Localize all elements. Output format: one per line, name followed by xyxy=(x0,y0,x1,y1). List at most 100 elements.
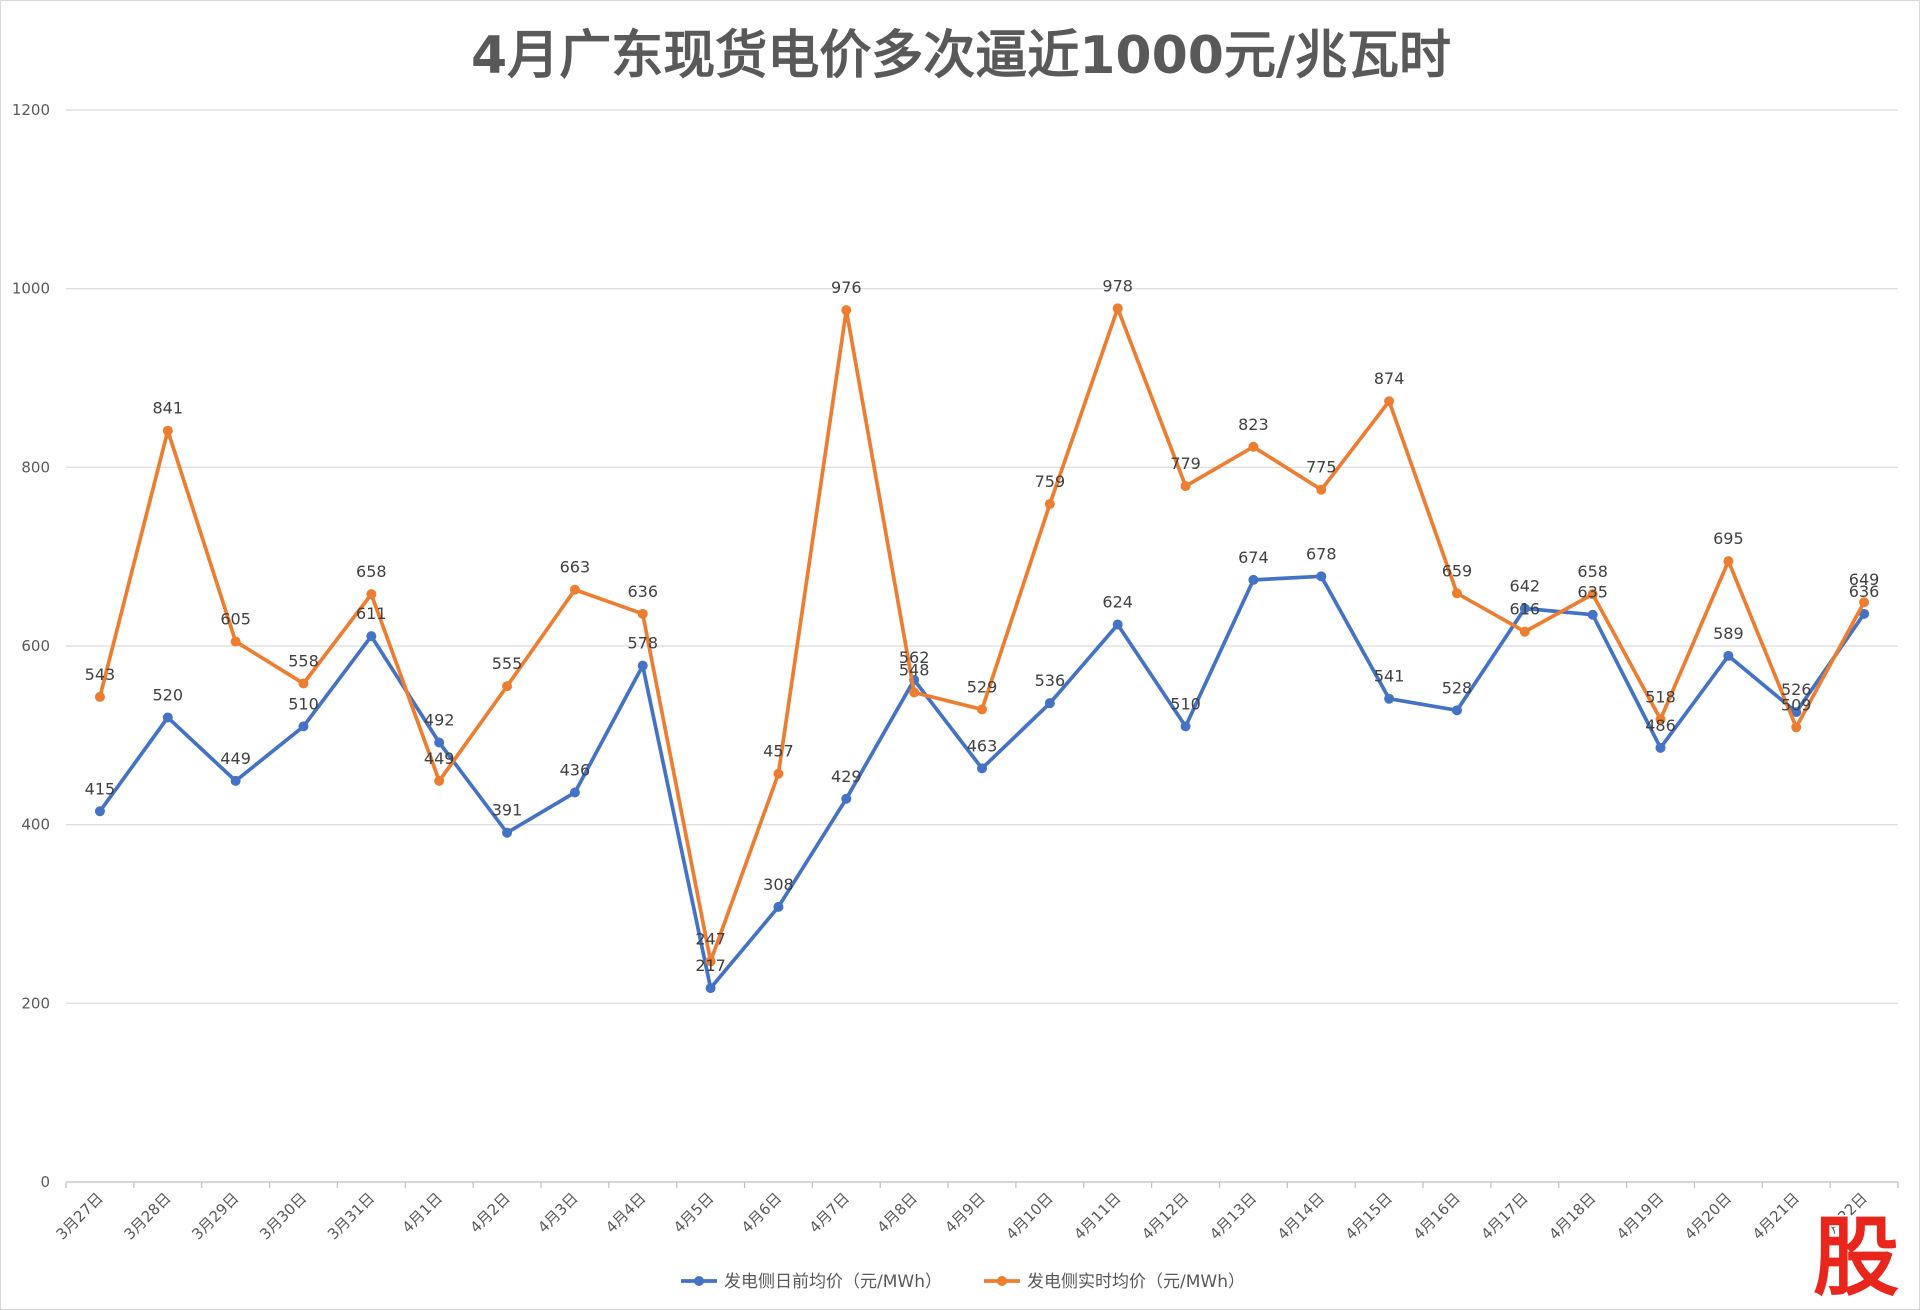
x-tick-label: 4月14日 xyxy=(1274,1189,1328,1243)
y-tick-label: 200 xyxy=(21,994,50,1012)
series-1-data-point xyxy=(434,737,445,748)
series-2-data-label: 978 xyxy=(1102,276,1133,295)
series-1-data-label: 674 xyxy=(1238,548,1269,567)
series-1-data-point xyxy=(162,712,173,723)
series-2-data-point xyxy=(1791,722,1802,733)
x-tick-label: 4月20日 xyxy=(1681,1189,1735,1243)
x-tick-label: 4月4日 xyxy=(602,1189,649,1236)
series-2-data-label: 616 xyxy=(1510,600,1541,619)
series-2-data-point xyxy=(569,584,580,595)
x-tick-label: 4月8日 xyxy=(874,1189,921,1236)
series-2-data-point xyxy=(1519,626,1530,637)
series-2-data-point xyxy=(841,305,852,316)
series-1-data-point xyxy=(841,793,852,804)
series-2-data-label: 759 xyxy=(1035,472,1066,491)
series-2-data-label: 509 xyxy=(1781,695,1812,714)
series-2-data-label: 658 xyxy=(356,562,387,581)
series-2-data-point xyxy=(502,681,513,692)
series-1-data-point xyxy=(1180,721,1191,732)
series-2-data-label: 605 xyxy=(220,610,251,629)
series-2-data-label: 874 xyxy=(1374,369,1405,388)
series-2-data-point xyxy=(705,956,716,967)
y-tick-label: 800 xyxy=(21,458,50,476)
series-1-data-label: 492 xyxy=(424,710,455,729)
x-tick-label: 3月31日 xyxy=(324,1189,378,1243)
series-1-data-label: 415 xyxy=(85,779,116,798)
x-tick-label: 4月15日 xyxy=(1342,1189,1396,1243)
x-tick-label: 4月17日 xyxy=(1477,1189,1531,1243)
series-1-data-point xyxy=(977,763,987,774)
series-1-data-label: 520 xyxy=(153,685,184,704)
axes: 0 200 400 600 800 1000 1200 3月27日 3月28日 3月29日 3月30… xyxy=(12,101,1899,1243)
series-2-data-point xyxy=(1384,396,1395,407)
series-1-data-point xyxy=(1112,619,1123,630)
series-2-data-point xyxy=(94,691,105,702)
x-tick-label: 4月18日 xyxy=(1545,1189,1599,1243)
series-2-data-point xyxy=(162,425,173,436)
series-1-data-point xyxy=(773,901,784,912)
series-1-data-label: 510 xyxy=(1170,694,1201,713)
y-tick-label: 0 xyxy=(40,1173,50,1191)
series-1-data-label: 611 xyxy=(356,604,387,623)
series-1-data-label: 391 xyxy=(492,801,523,820)
x-tick-label: 3月29日 xyxy=(188,1189,242,1243)
series-line-2 xyxy=(98,306,1866,964)
series-1-data-point xyxy=(1791,707,1802,718)
x-tick-label: 4月9日 xyxy=(941,1189,988,1236)
series-line-1 xyxy=(98,574,1866,990)
series-2-data-label: 543 xyxy=(85,665,116,684)
series-1-data-point xyxy=(1655,742,1666,753)
series-2-data-label: 457 xyxy=(763,742,794,761)
x-tick-label: 4月2日 xyxy=(466,1189,513,1236)
series xyxy=(94,303,1870,994)
series-2-data-point xyxy=(1044,498,1055,509)
series-1-data-label: 463 xyxy=(967,736,998,755)
x-tick-label: 4月16日 xyxy=(1410,1189,1464,1243)
series-2-data-point xyxy=(1859,597,1870,608)
series-2-data-label: 823 xyxy=(1238,415,1269,434)
x-tick-label: 4月13日 xyxy=(1206,1189,1260,1243)
series-1-data-point xyxy=(502,827,513,838)
series-2-data-label: 247 xyxy=(695,929,726,948)
series-1-data-point xyxy=(366,631,377,642)
series-1-data-label: 636 xyxy=(1849,582,1880,601)
series-2-data-point xyxy=(1180,481,1191,492)
series-1-data-label: 308 xyxy=(763,875,794,894)
series-2-data-point xyxy=(1451,588,1462,599)
series-1-data-label: 541 xyxy=(1374,667,1405,686)
x-tick-label: 4月21日 xyxy=(1749,1189,1803,1243)
x-tick-label: 4月6日 xyxy=(738,1189,785,1236)
x-tick-label: 3月30日 xyxy=(256,1189,310,1243)
series-1-data-point xyxy=(637,660,648,671)
series-1-data-label: 436 xyxy=(560,761,591,780)
series-1-data-label: 589 xyxy=(1713,624,1744,643)
chart-title: 4月广东现货电价多次逼近1000元/兆瓦时 xyxy=(471,26,1451,86)
series-2-data-point xyxy=(298,678,309,689)
y-tick-label: 600 xyxy=(21,637,50,655)
series-1-data-point xyxy=(1519,603,1530,614)
series-1-data-label: 429 xyxy=(831,767,862,786)
series-1-data-label: 510 xyxy=(288,694,319,713)
series-1-data-label: 578 xyxy=(627,634,658,653)
gridlines xyxy=(66,109,1898,1004)
x-tick-label: 4月7日 xyxy=(806,1189,853,1236)
series-1-data-point xyxy=(705,983,716,994)
series-1-data-label: 562 xyxy=(899,648,930,667)
series-1-data-label: 536 xyxy=(1035,671,1066,690)
y-tick-label: 1200 xyxy=(12,101,50,119)
legend: 发电侧日前均价（元/MWh） 发电侧实时均价（元/MWh） xyxy=(681,1272,1245,1292)
series-2-data-label: 659 xyxy=(1442,561,1473,580)
series-2-data-label: 976 xyxy=(831,278,862,297)
x-tick-label: 4月11日 xyxy=(1070,1189,1124,1243)
series-1-data-point xyxy=(1587,609,1598,620)
series-2-data-label: 555 xyxy=(492,654,523,673)
series-2-data-label: 775 xyxy=(1306,458,1337,477)
series-2-data-label: 695 xyxy=(1713,529,1744,548)
series-1-data-label: 486 xyxy=(1645,716,1676,735)
series-1-data-label: 678 xyxy=(1306,544,1337,563)
series-1-data-point xyxy=(1723,650,1734,661)
x-tick-label: 3月28日 xyxy=(120,1189,174,1243)
series-2-data-label: 658 xyxy=(1577,562,1608,581)
